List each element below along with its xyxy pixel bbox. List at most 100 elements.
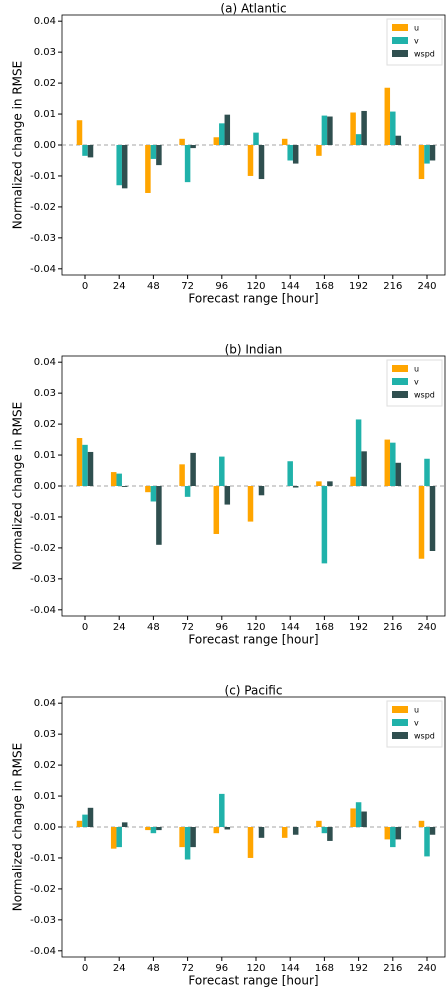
y-tick-label: -0.01 — [30, 853, 56, 864]
legend-label: u — [414, 706, 419, 715]
bar — [82, 814, 88, 827]
bar — [355, 419, 362, 486]
y-tick-label: -0.03 — [30, 574, 56, 585]
bar — [184, 145, 191, 183]
bar — [418, 145, 425, 180]
bar — [150, 827, 157, 834]
y-tick-label: 0.03 — [34, 47, 56, 58]
x-tick-label: 120 — [246, 963, 265, 974]
x-tick-label: 168 — [315, 963, 334, 974]
x-tick-label: 192 — [349, 281, 368, 292]
bar — [350, 112, 356, 145]
bar — [355, 802, 362, 827]
bar — [82, 145, 88, 156]
bar — [395, 827, 402, 840]
bar — [281, 138, 288, 145]
bar — [156, 145, 162, 166]
bar — [390, 442, 396, 486]
x-tick-label: 192 — [349, 622, 368, 633]
y-tick-label: -0.02 — [30, 202, 56, 213]
bar — [424, 458, 430, 486]
bar — [258, 827, 265, 838]
legend-swatch — [392, 365, 408, 372]
bar — [247, 145, 254, 176]
bar — [292, 145, 299, 164]
bar — [429, 145, 436, 161]
bar — [395, 462, 402, 486]
x-tick-label: 96 — [215, 963, 228, 974]
x-axis-label: Forecast range [hour] — [188, 974, 318, 988]
x-tick-label: 120 — [246, 622, 265, 633]
x-tick-label: 48 — [147, 281, 160, 292]
bar — [156, 827, 162, 831]
bar — [87, 451, 94, 486]
x-tick-label: 0 — [82, 622, 88, 633]
bar — [327, 827, 333, 841]
bar — [116, 473, 122, 486]
bar — [219, 793, 225, 827]
bar — [150, 486, 157, 502]
bar — [350, 808, 356, 827]
bar — [316, 145, 322, 156]
bar — [258, 486, 265, 496]
x-tick-label: 0 — [82, 963, 88, 974]
bar — [418, 820, 425, 827]
bar — [384, 827, 391, 840]
bar — [213, 486, 220, 534]
bar — [190, 452, 196, 486]
bar — [384, 87, 391, 145]
x-tick-label: 72 — [181, 281, 194, 292]
x-tick-label: 144 — [281, 281, 300, 292]
y-tick-label: -0.04 — [30, 946, 56, 957]
y-tick-label: 0.01 — [34, 791, 56, 802]
bar — [316, 481, 322, 486]
legend-label: wspd — [414, 732, 435, 741]
legend-swatch — [392, 732, 408, 739]
x-tick-label: 216 — [383, 622, 402, 633]
legend-label: v — [414, 378, 419, 387]
bar — [82, 444, 88, 486]
x-tick-label: 96 — [215, 281, 228, 292]
x-tick-label: 72 — [181, 622, 194, 633]
y-tick-label: 0.00 — [34, 140, 56, 151]
chart-title: (c) Pacific — [225, 684, 283, 698]
bar — [429, 486, 436, 551]
y-tick-label: 0.02 — [34, 78, 56, 89]
bar — [213, 137, 220, 145]
bar — [219, 123, 225, 145]
y-tick-label: -0.03 — [30, 233, 56, 244]
legend-swatch — [392, 24, 408, 31]
x-tick-label: 168 — [315, 281, 334, 292]
bar — [213, 827, 220, 834]
bar — [145, 827, 151, 831]
x-tick-label: 24 — [113, 963, 126, 974]
legend-label: v — [414, 37, 419, 46]
bar — [190, 827, 196, 848]
bar — [281, 827, 288, 838]
y-tick-label: -0.01 — [30, 171, 56, 182]
x-tick-label: 216 — [383, 281, 402, 292]
bar — [355, 134, 362, 145]
bar — [179, 827, 185, 848]
legend-label: u — [414, 365, 419, 374]
legend-label: u — [414, 24, 419, 33]
bar — [361, 110, 367, 145]
bar — [247, 486, 254, 522]
chart-title: (a) Atlantic — [220, 2, 286, 16]
y-tick-label: 0.03 — [34, 388, 56, 399]
bar — [219, 456, 225, 486]
bar — [316, 820, 322, 827]
bar — [224, 114, 231, 145]
legend-swatch — [392, 706, 408, 713]
x-tick-label: 96 — [215, 622, 228, 633]
bar — [190, 145, 196, 149]
bar — [110, 472, 117, 486]
bar — [361, 451, 367, 486]
y-tick-label: 0.04 — [34, 16, 56, 27]
bar — [292, 486, 299, 488]
bar — [116, 145, 122, 186]
legend-swatch — [392, 37, 408, 44]
legend-label: wspd — [414, 391, 435, 400]
y-tick-label: 0.01 — [34, 109, 56, 120]
bar — [121, 486, 128, 487]
